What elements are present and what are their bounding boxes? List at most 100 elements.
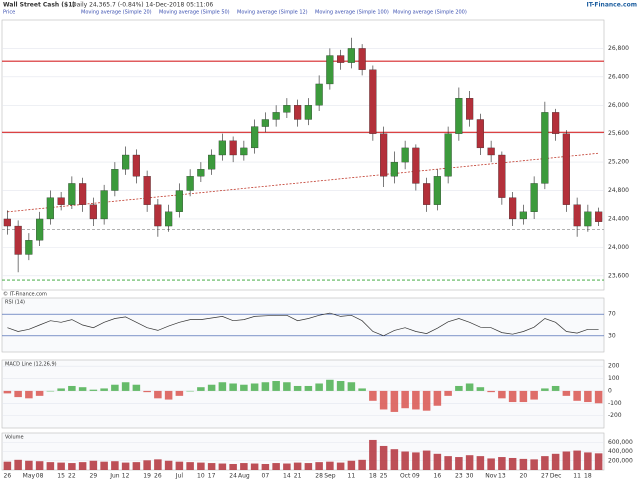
y-tick-label: 25,600	[608, 130, 629, 137]
bar	[541, 456, 549, 470]
bar	[218, 463, 227, 470]
x-tick-label: 13	[498, 473, 506, 480]
bar	[132, 384, 141, 391]
legend-entry: Moving average (Simple 200)	[393, 10, 467, 16]
bar	[573, 390, 581, 401]
bar	[369, 439, 377, 470]
bar	[121, 382, 130, 391]
bar	[57, 462, 65, 470]
bar	[154, 459, 162, 470]
y-tick-label: 600,000	[608, 439, 633, 446]
panel-frame	[1, 19, 605, 291]
candle-body	[68, 183, 76, 205]
bar	[315, 383, 323, 391]
candle-body	[186, 176, 194, 191]
x-tick-label: 26	[154, 473, 162, 480]
candle-body	[229, 140, 237, 156]
candle-body	[132, 154, 140, 177]
candle-body	[111, 169, 119, 191]
bar	[304, 463, 313, 470]
candle-body	[57, 197, 65, 205]
x-tick-label: Jun	[109, 473, 120, 480]
chart-subtitle: Daily 24,365.7 (-0.84%) 14-Dec-2018 05:1…	[72, 2, 213, 9]
bar	[3, 461, 12, 470]
candle-body	[380, 133, 388, 177]
bar	[304, 385, 313, 391]
x-tick-label: Oct	[400, 473, 411, 480]
candle-body	[218, 140, 226, 156]
bar	[347, 382, 356, 391]
bar	[508, 457, 517, 470]
x-tick-label: 08	[36, 473, 44, 480]
x-tick-label: 18	[584, 473, 592, 480]
candle-body	[175, 190, 183, 212]
bar	[412, 390, 420, 410]
candle-body	[433, 176, 441, 205]
x-tick-label: 26	[4, 473, 12, 480]
x-tick-label: Jul	[175, 473, 184, 480]
bar	[422, 450, 431, 470]
bar	[283, 382, 291, 391]
candle-body	[46, 197, 54, 220]
candle-body	[573, 204, 581, 227]
bar	[541, 388, 549, 391]
x-tick-label: 21	[294, 473, 302, 480]
bar	[530, 459, 538, 470]
bar	[455, 385, 463, 391]
panel-frame	[1, 297, 605, 353]
x-tick-label: 27	[541, 473, 549, 480]
candle-body	[584, 211, 592, 227]
bar	[57, 388, 65, 391]
bar	[358, 459, 366, 470]
bar	[562, 451, 571, 470]
candle-body	[272, 112, 280, 120]
bar	[175, 390, 184, 396]
candle-body	[595, 211, 603, 222]
x-tick-label: 12	[122, 473, 130, 480]
rsi-line	[7, 312, 599, 337]
x-tick-label: Sep	[324, 473, 336, 480]
candle-body	[100, 190, 108, 220]
x-tick-label: 18	[369, 473, 377, 480]
candle-body	[240, 147, 248, 156]
bar	[326, 379, 334, 391]
candle-body	[519, 211, 527, 220]
candle-body	[530, 183, 538, 212]
bar	[250, 383, 259, 391]
candle-body	[476, 119, 484, 149]
y-tick-label: 23,600	[608, 272, 629, 279]
bar	[347, 460, 356, 470]
legend-entry: Moving average (Simple 50)	[159, 10, 230, 16]
bar	[89, 460, 98, 470]
copyright: © IT-Finance.com	[3, 291, 47, 298]
bar	[401, 390, 409, 409]
candle-body	[283, 105, 291, 113]
candle-body	[197, 169, 205, 177]
bar	[573, 450, 581, 470]
bar	[261, 463, 270, 470]
bar	[25, 390, 33, 399]
candle-body	[369, 69, 377, 134]
bar	[111, 384, 119, 391]
panel-title: RSI (14)	[5, 300, 25, 306]
x-tick-label: 30	[466, 473, 474, 480]
bar	[465, 455, 474, 470]
bar	[326, 461, 334, 470]
candle-body	[122, 154, 130, 170]
candle-body	[423, 183, 431, 205]
bar	[390, 449, 399, 470]
bar	[358, 388, 366, 391]
bar	[551, 385, 560, 391]
bar	[293, 462, 302, 470]
y-tick-label: 30	[608, 332, 616, 339]
bar	[433, 453, 442, 470]
bar	[272, 381, 280, 391]
bar	[562, 390, 571, 396]
bar	[369, 390, 377, 401]
candle-body	[498, 154, 506, 198]
bar	[401, 451, 409, 470]
bar	[336, 381, 345, 391]
candle-body	[444, 133, 452, 177]
legend-entry: Moving average (Simple 100)	[315, 10, 389, 16]
